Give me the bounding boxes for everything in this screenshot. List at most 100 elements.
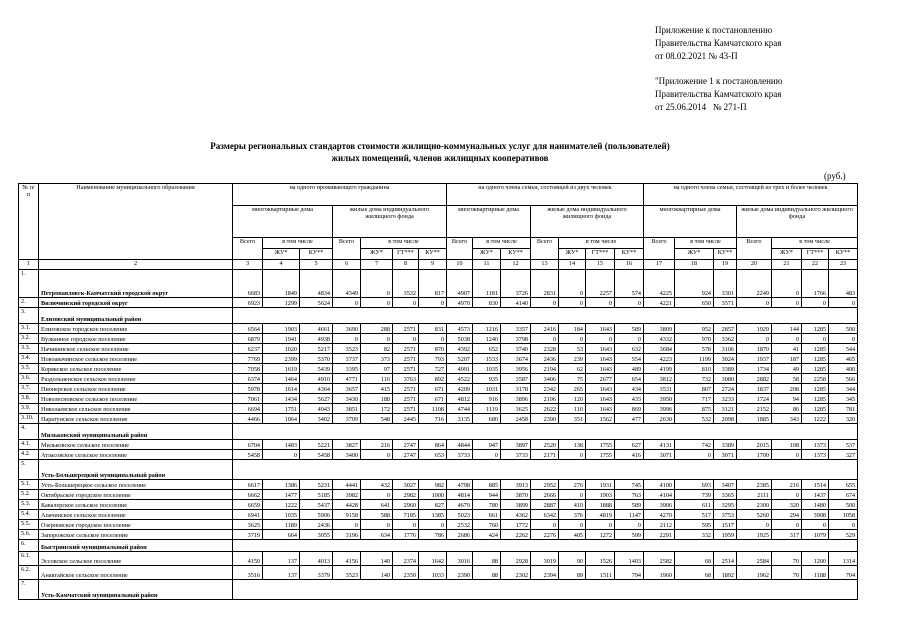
value-cell: 831 [418,323,447,334]
value-cell: 1643 [585,393,615,404]
column-number: 18 [674,259,715,270]
value-cell: 62 [558,363,586,374]
row-number: 5. [18,459,39,480]
value-cell: 717 [674,393,715,404]
column-number: 17 [643,259,676,270]
value-cell: 6564 [232,323,263,334]
header-cell: ЖУ* [472,248,501,260]
value-cell: 1189 [262,519,300,530]
table-row: 4.2. Атласовское сельское поселение 5458 0 5… [18,449,859,460]
table-row: 3.1. Елизовское городское поселение 6564 19… [18,323,859,334]
value-cell: 1108 [418,403,447,414]
value-cell: 1314 [828,551,859,566]
value-cell: 716 [418,413,447,424]
value-cell: 780 [472,499,501,510]
value-cell: 2302 [500,565,531,580]
value-cell: 2342 [530,383,559,394]
value-cell: 0 [360,333,393,344]
value-cell: 641 [360,499,393,510]
column-number: 19 [713,259,738,270]
column-number: 21 [771,259,803,270]
value-cell: 345 [828,393,859,404]
value-cell: 1849 [262,269,300,298]
value-cell: 332 [674,529,715,540]
value-cell: 0 [558,297,586,308]
row-name: Озерновское городское поселение [38,519,233,530]
row-number: 6. [18,539,39,552]
value-cell: 869 [613,403,645,414]
value-cell: 1240 [472,333,501,344]
value-cell: 0 [828,297,859,308]
value-cell: 1437 [801,489,830,500]
row-name: Новолесновское сельское поселение [38,393,233,404]
value-cell: 3684 [643,343,676,354]
value-cell: 1483 [262,439,300,450]
table-row: 3.7. Пионерское сельское поселение 5978 161… [18,383,859,394]
value-cell: 1837 [736,383,773,394]
value-cell: 0 [736,297,773,308]
value-cell: 693 [674,479,715,490]
value-cell: 1064 [262,413,300,424]
header-cell: КУ** [713,248,738,260]
value-cell: 0 [558,489,586,500]
value-cell: 3024 [713,353,738,364]
value-cell: 952 [674,323,715,334]
table-row: 6.1. Эссовское сельское поселение 4150 137 4… [18,551,859,566]
value-cell: 343 [771,413,803,424]
row-name: Петропавловск-Камчатский городской округ [38,269,233,298]
value-cell: 6683 [232,269,263,298]
value-cell: 5231 [299,479,333,490]
row-name: Николаевское сельское поселение [38,403,233,414]
header-cell: Всего [332,237,361,260]
value-cell: 794 [613,565,645,580]
value-cell: 3365 [713,489,738,500]
value-cell: 4349 [332,269,361,298]
value-cell: 1386 [262,479,300,490]
value-cell: 1892 [713,565,738,580]
value-cell: 0 [674,449,715,460]
value-cell: 3899 [500,499,531,510]
value-cell: 4943 [299,403,333,414]
table-row: 5.3. Кавалерское сельское поселение 6659 12… [18,499,859,510]
value-cell: 0 [585,519,615,530]
value-cell: 75 [558,373,586,384]
header-cell: ГТ*** [585,248,615,260]
row-number: 5.5. [18,519,39,530]
value-cell: 3906 [643,499,676,510]
row-number: 4.1. [18,439,39,450]
value-cell: 4466 [232,413,263,424]
value-cell: 674 [828,489,859,500]
value-cell: 184 [558,323,586,334]
value-cell: 416 [613,449,645,460]
column-number: 5 [299,259,333,270]
value-cell: 3726 [500,269,531,298]
value-cell: 1188 [801,565,830,580]
value-cell: 3523 [332,343,361,354]
value-cell: 2276 [530,529,559,540]
row-number: 3.6. [18,373,39,384]
value-cell: 188 [360,393,393,404]
value-cell: 3740 [500,343,531,354]
header-cell: КУ** [418,248,447,260]
value-cell: 1941 [262,333,300,344]
value-cell: 294 [771,509,803,520]
value-cell: 4844 [446,439,473,450]
header-cell: на одного проживающего гражданина [232,183,447,206]
approval-block: Приложение к постановлению Правительства… [655,24,782,114]
value-cell: 4814 [446,489,473,500]
value-cell: 1903 [262,323,300,334]
value-cell: 2630 [643,413,676,424]
value-cell: 4332 [643,333,676,344]
value-cell: 0 [736,519,773,530]
value-cell: 2258 [801,373,830,384]
value-cell: 2982 [392,489,419,500]
value-cell: 4798 [446,479,473,490]
value-cell: 7185 [392,509,419,520]
value-cell: 2571 [392,393,419,404]
row-name: Елизовский муниципальный район [38,307,233,324]
value-cell: 982 [418,479,447,490]
value-cell: 650 [674,297,715,308]
value-cell: 5627 [299,393,333,404]
value-cell: 544 [828,343,859,354]
value-cell: 2194 [530,363,559,374]
